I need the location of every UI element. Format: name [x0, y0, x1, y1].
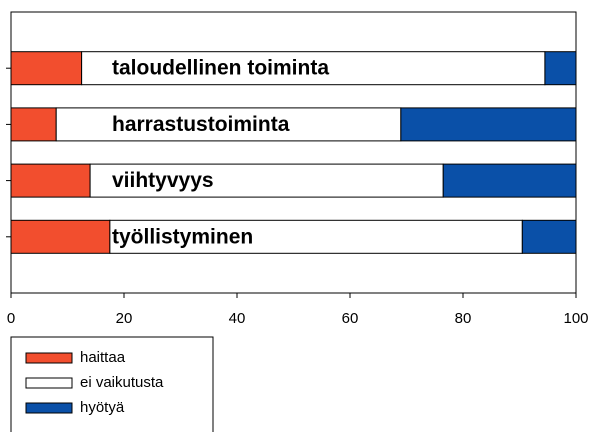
bar-segment	[81, 51, 546, 86]
legend-label: haittaa	[80, 349, 126, 366]
category-label: taloudellinen toiminta	[112, 57, 329, 80]
bar-segment	[109, 219, 523, 254]
bar-segment	[10, 163, 91, 198]
legend-label: hyötyä	[80, 399, 125, 416]
legend-swatch	[25, 402, 73, 414]
bar-segment	[442, 163, 577, 198]
bar-segment	[55, 107, 402, 142]
bar-segment	[400, 107, 577, 142]
bar-segment	[10, 107, 57, 142]
bar-segment	[10, 219, 111, 254]
legend-label: ei vaikutusta	[80, 374, 164, 391]
bar-segment	[89, 163, 444, 198]
bar-segment	[544, 51, 577, 86]
x-tick-label: 20	[116, 310, 133, 327]
bar-segment	[521, 219, 577, 254]
x-tick-label: 80	[455, 310, 472, 327]
x-tick-label: 100	[563, 310, 588, 327]
bar-segment	[10, 51, 83, 86]
category-label: työllistyminen	[112, 225, 253, 248]
x-tick-label: 40	[229, 310, 246, 327]
category-label: viihtyvyys	[112, 169, 214, 192]
legend-swatch	[25, 352, 73, 364]
x-tick-label: 60	[342, 310, 359, 327]
x-tick-label: 0	[7, 310, 15, 327]
legend-swatch	[25, 377, 73, 389]
plot-frame	[10, 11, 577, 294]
category-label: harrastustoiminta	[112, 113, 290, 136]
